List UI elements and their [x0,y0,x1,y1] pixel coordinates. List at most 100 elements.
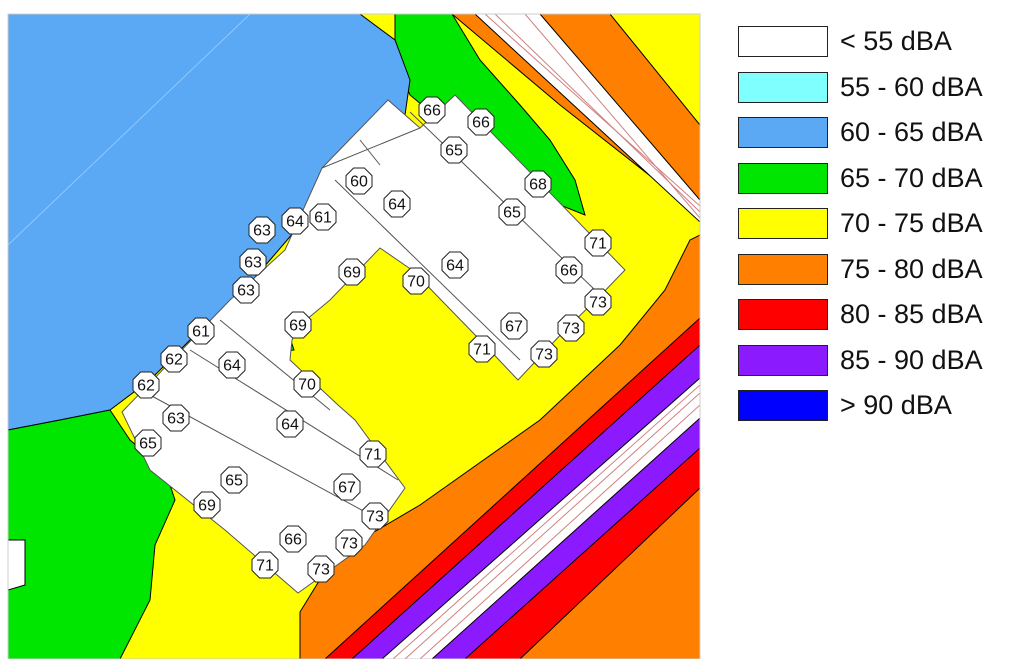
receiver-level-label: 67 [505,319,523,336]
receiver-level-label: 66 [423,103,441,120]
receiver-point: 63 [239,248,267,276]
legend-item-gt90: > 90 dBA [738,390,1018,436]
receiver-point: 66 [467,108,495,136]
receiver-point: 62 [160,345,188,373]
receiver-level-label: 71 [473,342,491,359]
legend-item-lt55: < 55 dBA [738,26,1018,72]
receiver-point: 62 [132,371,160,399]
receiver-point: 64 [281,207,309,235]
receiver-point: 73 [335,529,363,557]
receiver-level-label: 70 [298,377,316,394]
receiver-point: 68 [524,170,552,198]
receiver-point: 73 [557,314,585,342]
legend-swatch [738,117,828,148]
receiver-level-label: 71 [364,447,382,464]
legend-swatch [738,26,828,57]
receiver-point: 64 [218,351,246,379]
receiver-point: 65 [220,466,248,494]
legend-item-60-65: 60 - 65 dBA [738,117,1018,163]
legend-item-65-70: 65 - 70 dBA [738,162,1018,209]
zone-75-80-c [519,487,700,659]
legend-item-70-75: 70 - 75 dBA [738,208,1018,254]
legend-item-80-85: 80 - 85 dBA [738,299,1018,345]
receiver-point: 65 [134,429,162,457]
legend-swatch [738,390,828,421]
legend-label: 65 - 70 dBA [840,162,983,193]
receiver-level-label: 65 [445,143,463,160]
receiver-point: 69 [284,311,312,339]
receiver-point: 63 [232,276,260,304]
receiver-level-label: 63 [167,411,185,428]
receiver-level-label: 65 [139,436,157,453]
receiver-level-label: 63 [253,223,271,240]
receiver-point: 65 [440,136,468,164]
receiver-level-label: 69 [343,265,361,282]
receiver-level-label: 66 [560,263,578,280]
receiver-level-label: 73 [535,347,553,364]
receiver-point: 67 [500,312,528,340]
receiver-point: 69 [193,491,221,519]
zone-below-55 [8,539,26,591]
receiver-level-label: 73 [589,295,607,312]
legend-label: 80 - 85 dBA [840,299,983,329]
legend-item-75-80: 75 - 80 dBA [738,253,1018,300]
receiver-point: 63 [248,216,276,244]
receiver-point: 67 [333,473,361,501]
receiver-level-label: 65 [225,473,243,490]
legend-swatch [738,162,828,194]
receiver-level-label: 71 [256,558,274,575]
receiver-level-label: 69 [198,498,216,515]
receiver-level-label: 63 [237,283,255,300]
receiver-point: 66 [279,525,307,553]
receiver-level-label: 73 [562,321,580,338]
receiver-level-label: 63 [244,255,262,272]
receiver-level-label: 64 [388,197,406,214]
receiver-level-label: 69 [289,318,307,335]
legend-swatch [738,253,828,285]
receiver-point: 73 [307,555,335,583]
receiver-level-label: 62 [165,352,183,369]
receiver-point: 64 [383,190,411,218]
legend-item-85-90: 85 - 90 dBA [738,344,1018,391]
receiver-point: 66 [418,96,446,124]
receiver-level-label: 61 [192,324,210,341]
receiver-level-label: 71 [589,236,607,253]
receiver-level-label: 64 [446,258,464,275]
receiver-level-label: 65 [503,205,521,222]
receiver-point: 60 [345,167,373,195]
receiver-level-label: 68 [529,177,547,194]
receiver-point: 64 [441,251,469,279]
receiver-level-label: 73 [366,509,384,526]
receiver-level-label: 70 [407,274,425,291]
receiver-level-label: 61 [314,210,332,227]
receiver-point: 64 [276,410,304,438]
zone-65-70-south [8,409,176,659]
legend: < 55 dBA 55 - 60 dBA 60 - 65 dBA 65 - 70… [738,26,1018,436]
legend-label: 70 - 75 dBA [840,208,983,238]
receiver-point: 69 [338,258,366,286]
legend-label: > 90 dBA [840,390,952,420]
receiver-point: 61 [309,203,337,231]
legend-label: < 55 dBA [840,26,952,56]
receiver-level-label: 73 [340,536,358,553]
legend-swatch [738,299,828,330]
receiver-level-label: 64 [223,358,241,375]
receiver-point: 70 [293,370,321,398]
receiver-level-label: 67 [338,480,356,497]
receiver-level-label: 60 [350,174,368,191]
receiver-labels: 66 66 65 68 60 64 65 61 64 63 71 63 69 70 64 66 63 73 67 73… [132,96,612,583]
legend-label: 75 - 80 dBA [840,253,983,284]
legend-swatch [738,71,828,103]
receiver-level-label: 66 [472,115,490,132]
receiver-level-label: 62 [137,378,155,395]
legend-label: 60 - 65 dBA [840,117,983,147]
receiver-point: 65 [498,198,526,226]
receiver-point: 71 [468,335,496,363]
legend-item-55-60: 55 - 60 dBA [738,71,1018,118]
receiver-point: 71 [584,229,612,257]
receiver-point: 73 [530,340,558,368]
legend-swatch [738,208,828,239]
receiver-point: 61 [187,317,215,345]
receiver-point: 70 [402,267,430,295]
legend-label: 55 - 60 dBA [840,71,983,102]
